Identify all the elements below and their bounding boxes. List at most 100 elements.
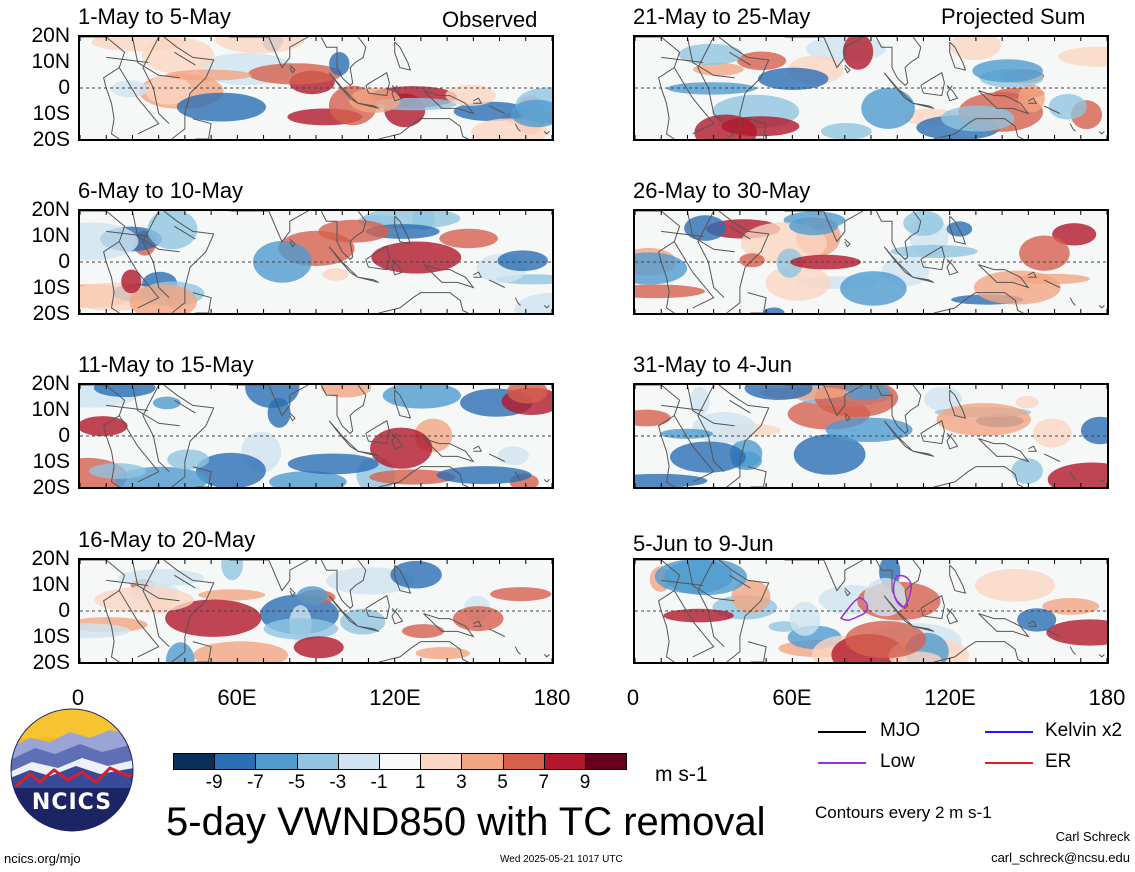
anomaly-shade [670,441,746,473]
anomaly-shade [974,568,1056,602]
coastline [883,246,914,278]
anomaly-shade [121,269,142,294]
coastline [946,85,959,102]
anomaly-shade [165,599,262,637]
panel-title-obs-4: 16-May to 20-May [78,527,256,552]
anomaly-shade [1019,235,1070,271]
coastline [1028,271,1038,278]
coastline [635,385,681,487]
coastline [118,590,160,658]
anomaly-shade [94,586,194,613]
coastline [320,37,367,87]
coastline [163,211,215,313]
coastline [718,211,770,313]
legend-label-low: Low [880,751,915,772]
coastline [174,399,196,414]
coastline [1043,453,1061,462]
coastline [488,628,506,637]
footer-url: ncics.org/mjo [4,851,81,866]
panel-title-proj-4: 5-Jun to 9-Jun [633,531,774,556]
coastline [844,412,851,422]
anomaly-shade [936,403,1031,436]
map-panel-proj-4 [633,558,1109,664]
panel-title-obs-3: 11-May to 15-May [78,352,254,377]
coastline [875,560,922,610]
coastline [423,90,475,115]
panel-title-proj-3: 31-May to 4-Jun [633,352,792,377]
coastline [378,466,422,487]
coastline [192,118,212,139]
coastline [543,654,550,658]
colorbar-level-label: -7 [246,772,264,793]
coastline [106,579,149,586]
anomaly-shade [269,471,347,487]
coastline [514,471,521,480]
coastline [875,385,922,435]
coastline [378,292,422,313]
low-contour [892,574,913,608]
anomaly-shade [776,248,803,278]
coastline [673,67,715,135]
colorbar-swatch [379,753,422,770]
units-label: m s-1 [655,763,708,786]
coastline [912,450,935,457]
coastline [883,595,914,627]
legend-label-er: ER [1045,751,1072,772]
panel-title-obs-2: 6-May to 10-May [78,178,244,203]
colorbar-swatch [461,753,504,770]
colorbar-swatch [214,753,257,770]
coastline [80,560,126,662]
lon-tick-60e-right: 60E [772,685,812,710]
anomaly-shade [322,268,349,281]
coastline [1028,445,1038,452]
anomaly-shade [507,385,548,404]
lat-tick-label: 20S [32,302,70,325]
anomaly-shade [349,88,401,113]
legend-label-mjo: MJO [880,720,921,741]
coastline [229,37,309,69]
coastline [192,292,212,313]
footer-author: Carl Schreck [1055,829,1130,844]
coastline [514,123,521,132]
coastline [729,51,751,66]
lat-tick-label: 10S [32,102,70,125]
anomaly-shade [287,453,379,475]
lat-tick-label: 10N [31,50,70,73]
anomaly-shade [757,67,829,90]
coastline [1098,305,1105,309]
coastline [420,118,469,139]
anomaly-shade [329,52,350,76]
lat-tick-label: 20N [31,24,70,47]
anomaly-shade [789,217,838,236]
coastline [661,230,704,237]
coastline [883,420,914,452]
legend-line-low [818,762,866,764]
coastline [391,608,404,625]
coastline [391,85,404,102]
coastline [423,264,475,289]
logo-text: NCICS [31,790,113,815]
coastline [949,564,967,594]
colorbar-swatch [585,753,628,770]
anomaly-shade [371,241,462,274]
coastline [229,211,309,243]
coastline [1069,297,1076,306]
coastline [844,587,851,597]
anomaly-shade [142,37,214,74]
anomaly-shade [1058,46,1107,67]
anomaly-shade [369,469,456,485]
contour-interval-note: Contours every 2 m s-1 [815,803,992,822]
coastline [1098,131,1105,135]
anomaly-shade [267,398,291,428]
coastline [661,404,704,411]
lat-tick-label: 10S [32,450,70,473]
lat-tick-label: 20S [32,128,70,151]
anomaly-shade [318,219,390,243]
lat-tick-label: 0 [58,599,70,622]
coastline [473,620,483,627]
anomaly-shade [293,636,344,659]
anomaly-shade [390,560,442,589]
anomaly-shade [453,101,530,122]
coastline [378,641,422,662]
coastline [673,590,715,658]
